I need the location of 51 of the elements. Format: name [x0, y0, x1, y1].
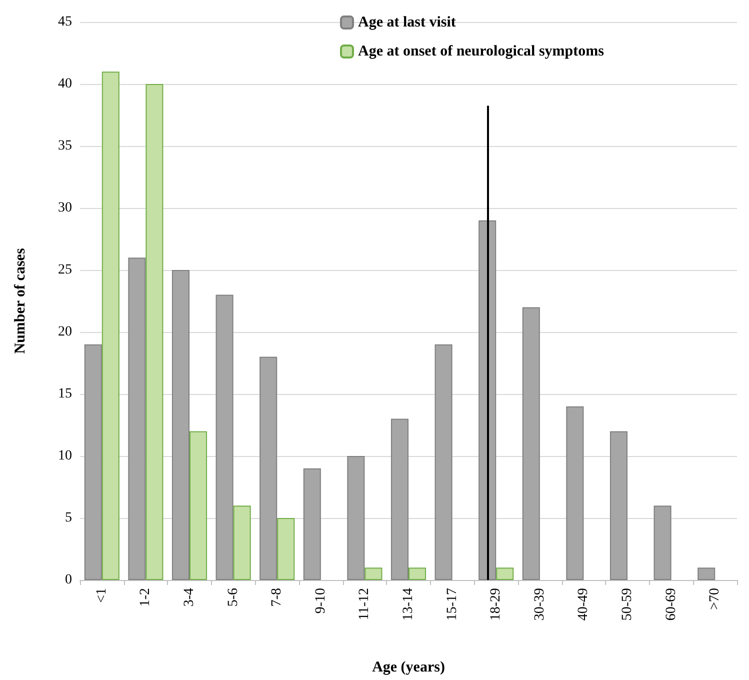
- bar: [390, 418, 408, 580]
- y-tick-label: 5: [65, 510, 72, 526]
- bar: [84, 344, 102, 580]
- bar: [172, 270, 190, 580]
- y-tick-label: 10: [58, 448, 72, 464]
- x-tick-label: 7-8: [270, 588, 285, 607]
- x-tick-label: 13-14: [401, 588, 416, 621]
- x-tick-label: 3-4: [182, 588, 197, 607]
- bar: [347, 456, 365, 580]
- x-tick-label: >70: [708, 588, 723, 610]
- bar: [566, 406, 584, 580]
- x-tick-label: 60-69: [664, 588, 679, 621]
- y-tick-label: 0: [65, 572, 72, 588]
- bar: [260, 356, 278, 580]
- x-tick-label: 30-39: [532, 588, 548, 621]
- bar: [128, 258, 146, 580]
- y-axis-title: Number of cases: [12, 248, 28, 354]
- y-tick-label: 30: [58, 200, 72, 216]
- x-tick-label: <1: [94, 588, 110, 603]
- bar: [277, 518, 295, 580]
- bar: [496, 568, 514, 580]
- x-tick-label: 40-49: [576, 588, 592, 621]
- y-tick-label: 40: [58, 76, 72, 92]
- bar: [303, 468, 321, 580]
- bar: [408, 568, 426, 580]
- bar: [522, 307, 540, 580]
- x-tick-label: 50-59: [620, 588, 635, 621]
- bar: [654, 506, 672, 580]
- x-axis-title: Age (years): [372, 660, 445, 676]
- y-tick-label: 20: [58, 324, 72, 340]
- legend-label: Age at onset of neurological symptoms: [358, 44, 604, 60]
- x-tick-label: 1-2: [138, 588, 154, 607]
- bar: [434, 344, 452, 580]
- y-tick-label: 25: [58, 262, 72, 278]
- y-tick-label: 45: [58, 14, 72, 30]
- bar: [102, 72, 120, 580]
- bar: [364, 568, 382, 580]
- x-tick-label: 11-12: [357, 588, 372, 620]
- bar: [233, 506, 251, 580]
- x-tick-label: 18-29: [488, 588, 504, 621]
- legend-label: Age at last visit: [358, 14, 456, 30]
- x-tick-label: 15-17: [444, 588, 460, 621]
- bar: [190, 431, 208, 580]
- y-tick-label: 15: [58, 386, 72, 402]
- bar: [698, 568, 716, 580]
- bar: [610, 431, 628, 580]
- y-tick-label: 35: [58, 138, 72, 154]
- bar: [146, 84, 164, 580]
- x-tick-label: 9-10: [313, 588, 328, 614]
- x-tick-label: 5-6: [226, 588, 241, 607]
- bar: [216, 294, 234, 580]
